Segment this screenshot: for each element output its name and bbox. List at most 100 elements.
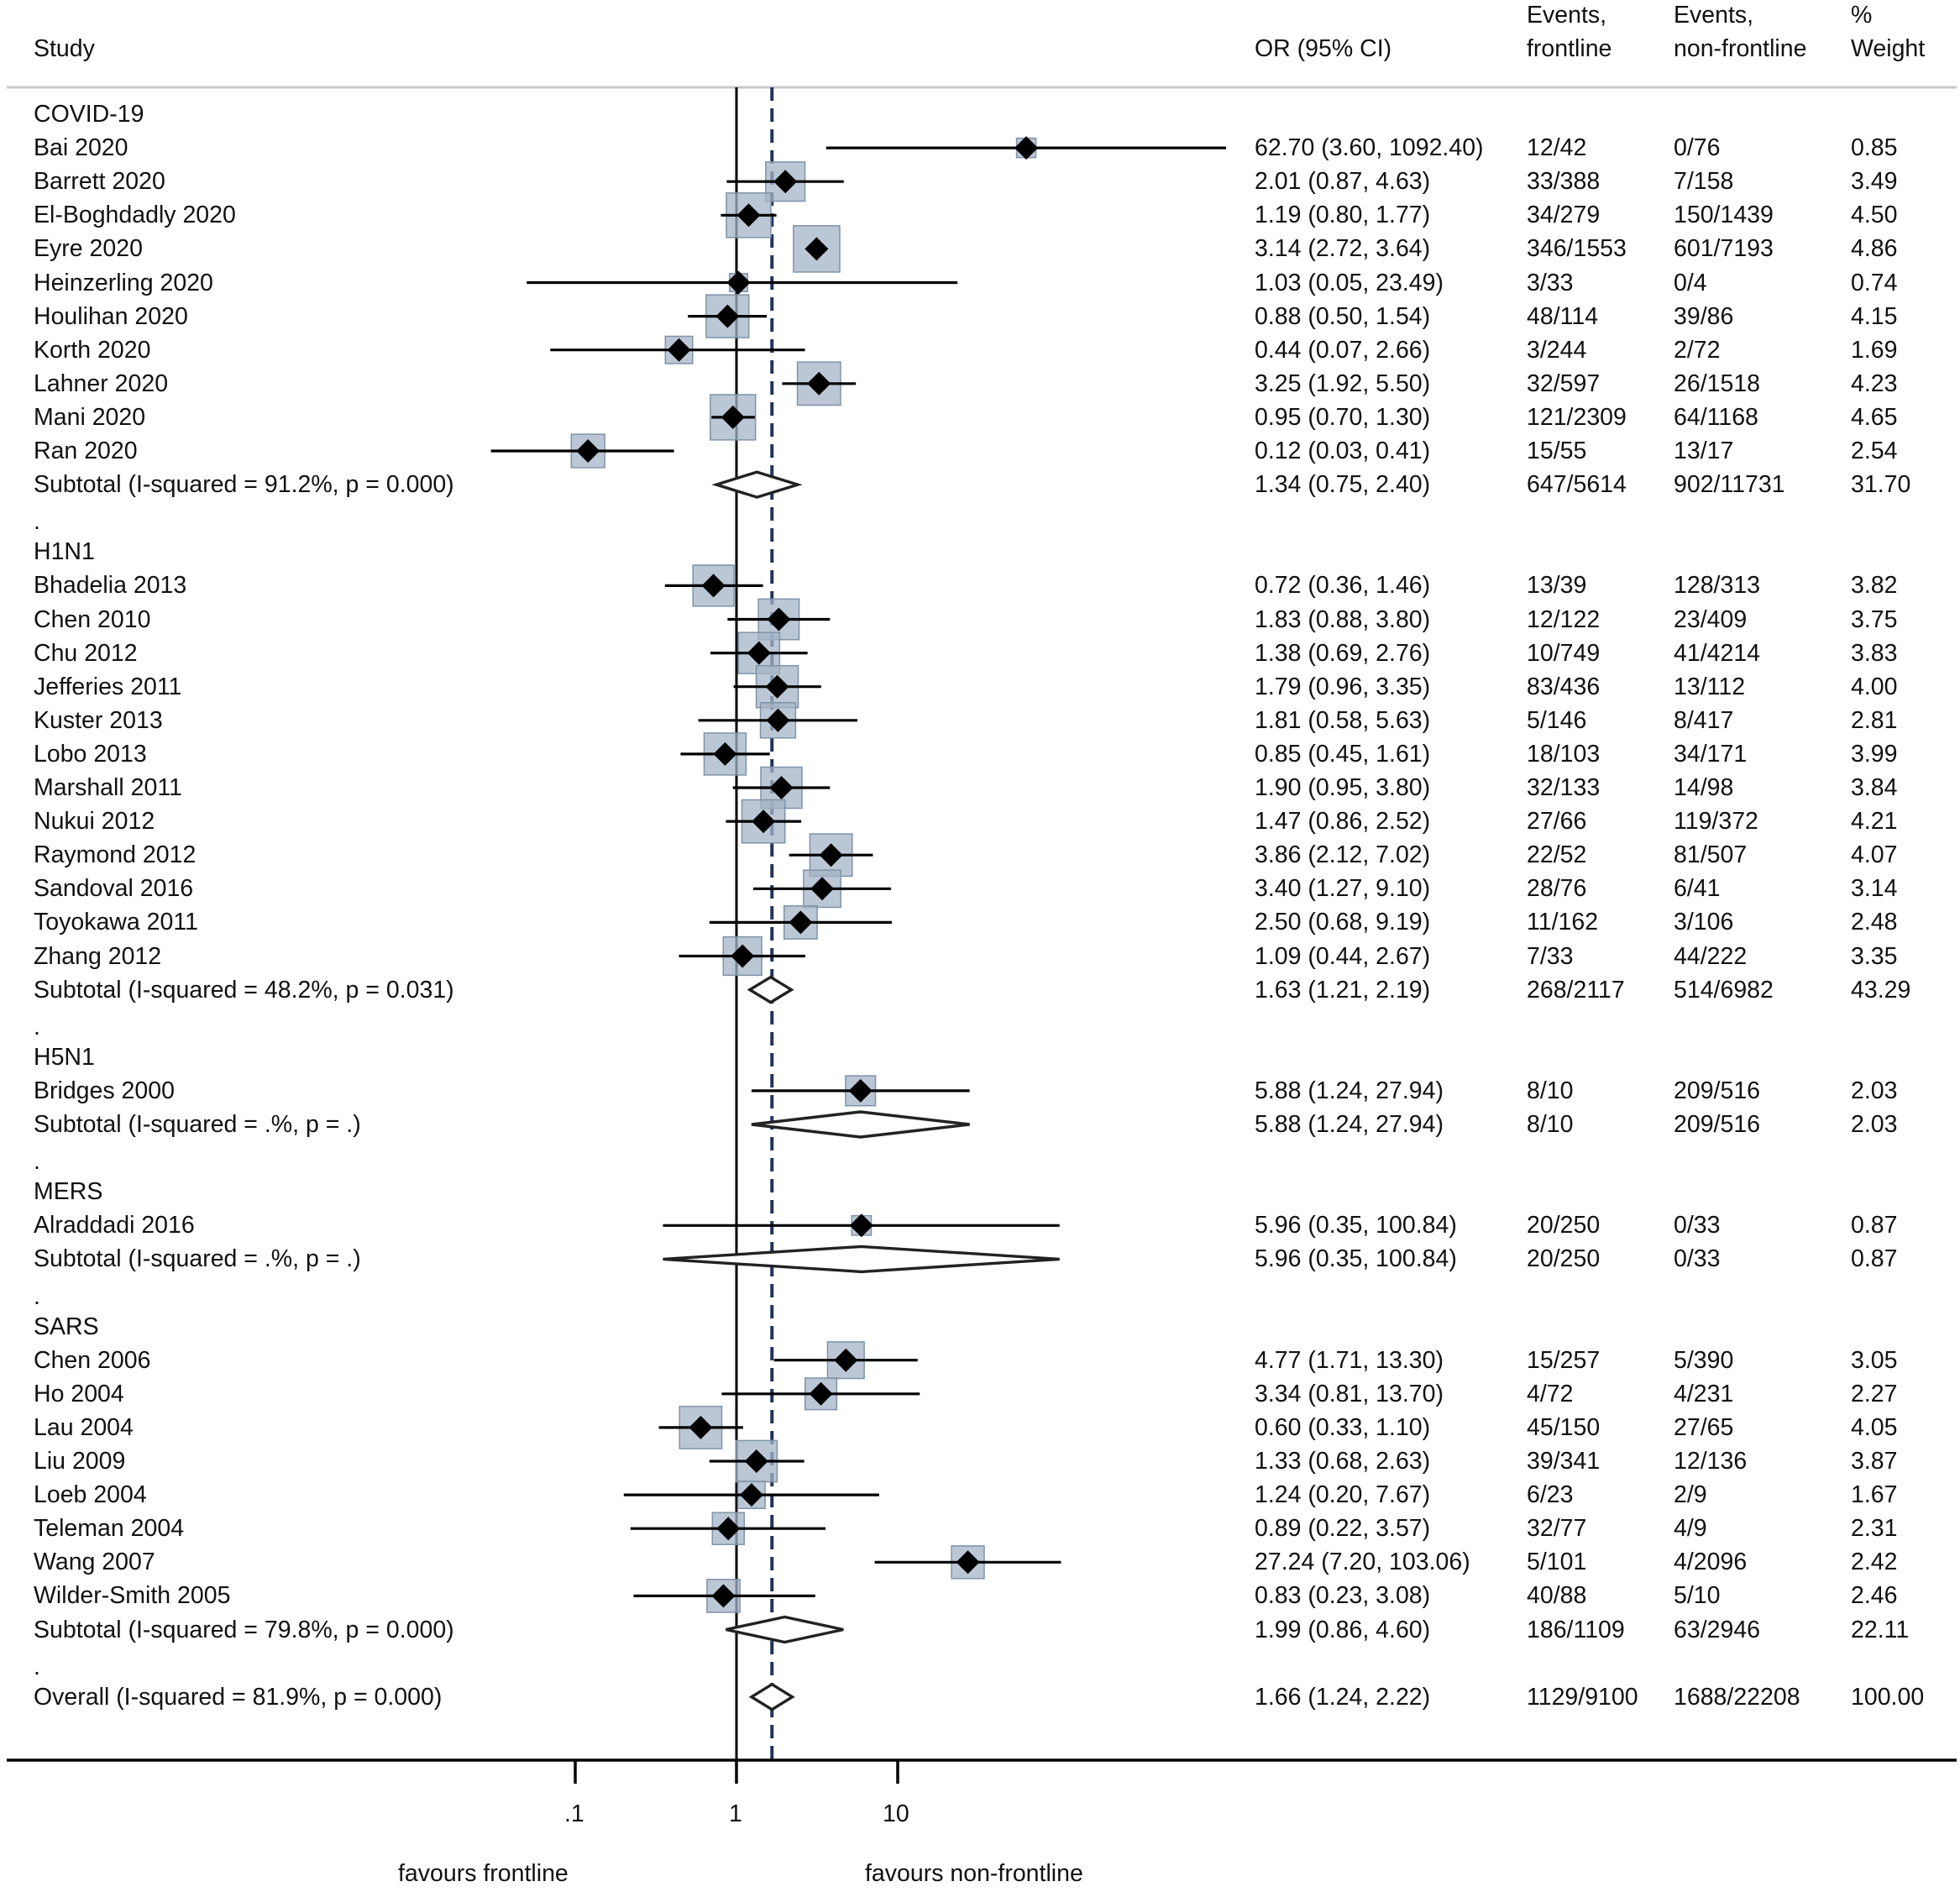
or-ci-text-subtotal-i-squared-p: 5.96 (0.35, 100.84) [1255,1245,1457,1272]
study-label-bridges-2000: Bridges 2000 [34,1077,175,1104]
events-nonfrontline-chu-2012: 41/4214 [1674,640,1760,667]
weight-wang-2007: 2.42 [1851,1549,1897,1575]
study-label-jefferies-2011: Jefferies 2011 [34,673,181,700]
axis-tick-label-1: 1 [729,1800,742,1827]
events-nonfrontline-chen-2006: 5/390 [1674,1347,1733,1374]
summary-diamond-subtotal-i-squared-79-8-p-0-000 [726,1617,843,1643]
weight-lahner-2020: 4.23 [1851,370,1897,397]
events-frontline-nukui-2012: 27/66 [1527,808,1586,835]
study-label-korth-2020: Korth 2020 [34,337,150,364]
weight-bai-2020: 0.85 [1851,134,1897,161]
events-frontline-chu-2012: 10/749 [1527,640,1600,667]
study-label-mani-2020: Mani 2020 [34,404,145,431]
events-nonfrontline-sandoval-2016: 6/41 [1674,875,1720,902]
summary-label-subtotal-i-squared-79-8-p-0-000: Subtotal (I-squared = 79.8%, p = 0.000) [34,1617,454,1643]
events-frontline-subtotal-i-squared-p: 20/250 [1527,1245,1600,1272]
or-ci-text-el-boghdadly-2020: 1.19 (0.80, 1.77) [1255,202,1430,228]
weight-chu-2012: 3.83 [1851,640,1897,667]
events-frontline-bhadelia-2013: 13/39 [1527,572,1586,599]
study-label-alraddadi-2016: Alraddadi 2016 [34,1212,195,1239]
or-ci-text-raymond-2012: 3.86 (2.12, 7.02) [1255,841,1430,868]
weight-lobo-2013: 3.99 [1851,741,1897,768]
events-nonfrontline-lau-2004: 27/65 [1674,1414,1733,1441]
events-frontline-teleman-2004: 32/77 [1527,1515,1586,1542]
study-label-bhadelia-2013: Bhadelia 2013 [34,572,186,599]
summary-diamond-subtotal-i-squared-p [752,1112,970,1137]
study-label-el-boghdadly-2020: El-Boghdadly 2020 [34,202,236,228]
weight-zhang-2012: 3.35 [1851,943,1897,970]
events-frontline-subtotal-i-squared-79-8-p-0-000: 186/1109 [1527,1617,1625,1643]
or-ci-text-ho-2004: 3.34 (0.81, 13.70) [1255,1381,1444,1407]
group-separator-dot: . [34,1148,40,1175]
events-nonfrontline-raymond-2012: 81/507 [1674,841,1747,868]
group-label-covid-19: COVID-19 [34,101,144,128]
study-label-sandoval-2016: Sandoval 2016 [34,875,193,902]
study-label-chu-2012: Chu 2012 [34,640,138,667]
study-label-marshall-2011: Marshall 2011 [34,774,182,801]
events-frontline-chen-2010: 12/122 [1527,606,1600,633]
events-frontline-heinzerling-2020: 3/33 [1527,270,1573,296]
events-frontline-wilder-smith-2005: 40/88 [1527,1582,1586,1609]
weight-bridges-2000: 2.03 [1851,1077,1897,1104]
or-ci-text-houlihan-2020: 0.88 (0.50, 1.54) [1255,303,1430,330]
events-nonfrontline-houlihan-2020: 39/86 [1674,303,1733,330]
summary-diamond-subtotal-i-squared-p [663,1246,1059,1271]
study-label-ho-2004: Ho 2004 [34,1381,124,1407]
axis-tick-label-0.1: .1 [564,1800,584,1827]
study-label-nukui-2012: Nukui 2012 [34,808,155,835]
or-ci-text-subtotal-i-squared-79-8-p-0-000: 1.99 (0.86, 4.60) [1255,1617,1430,1643]
weight-kuster-2013: 2.81 [1851,707,1897,734]
or-ci-text-wilder-smith-2005: 0.83 (0.23, 3.08) [1255,1582,1430,1609]
events-frontline-toyokawa-2011: 11/162 [1527,909,1598,936]
events-frontline-bai-2020: 12/42 [1527,134,1586,161]
or-ci-text-lahner-2020: 3.25 (1.92, 5.50) [1255,370,1430,397]
or-ci-text-eyre-2020: 3.14 (2.72, 3.64) [1255,235,1430,262]
events-nonfrontline-marshall-2011: 14/98 [1674,774,1733,801]
study-label-wilder-smith-2005: Wilder-Smith 2005 [34,1582,230,1609]
events-nonfrontline-wang-2007: 4/2096 [1674,1549,1747,1575]
events-frontline-subtotal-i-squared-p: 8/10 [1527,1111,1573,1138]
group-separator-dot: . [34,508,40,535]
group-label-mers: MERS [34,1178,102,1205]
or-ci-text-overall-i-squared-81-9-p-0-000: 1.66 (1.24, 2.22) [1255,1684,1430,1711]
or-ci-text-loeb-2004: 1.24 (0.20, 7.67) [1255,1481,1430,1508]
events-frontline-chen-2006: 15/257 [1527,1347,1600,1374]
weight-overall-i-squared-81-9-p-0-000: 100.00 [1851,1684,1924,1711]
summary-diamond-subtotal-i-squared-91-2-p-0-000 [716,472,798,497]
weight-lau-2004: 4.05 [1851,1414,1897,1441]
events-frontline-overall-i-squared-81-9-p-0-000: 1129/9100 [1527,1684,1638,1711]
events-nonfrontline-lobo-2013: 34/171 [1674,741,1747,768]
study-label-barrett-2020: Barrett 2020 [34,168,165,195]
study-label-ran-2020: Ran 2020 [34,438,138,464]
or-ci-text-subtotal-i-squared-91-2-p-0-000: 1.34 (0.75, 2.40) [1255,471,1430,498]
events-frontline-bridges-2000: 8/10 [1527,1077,1573,1104]
or-ci-text-teleman-2004: 0.89 (0.22, 3.57) [1255,1515,1430,1542]
summary-label-overall-i-squared-81-9-p-0-000: Overall (I-squared = 81.9%, p = 0.000) [34,1684,442,1711]
or-ci-text-korth-2020: 0.44 (0.07, 2.66) [1255,337,1430,364]
weight-el-boghdadly-2020: 4.50 [1851,202,1897,228]
weight-marshall-2011: 3.84 [1851,774,1897,801]
or-ci-text-chen-2010: 1.83 (0.88, 3.80) [1255,606,1430,633]
favours-frontline-label: favours frontline [398,1860,569,1887]
study-label-heinzerling-2020: Heinzerling 2020 [34,270,213,296]
group-label-h5n1: H5N1 [34,1044,95,1071]
weight-ran-2020: 2.54 [1851,438,1897,464]
events-nonfrontline-heinzerling-2020: 0/4 [1674,270,1707,296]
events-nonfrontline-kuster-2013: 8/417 [1674,707,1733,734]
events-frontline-houlihan-2020: 48/114 [1527,303,1598,330]
events-frontline-lau-2004: 45/150 [1527,1414,1600,1441]
study-label-bai-2020: Bai 2020 [34,134,128,161]
study-label-raymond-2012: Raymond 2012 [34,841,196,868]
or-ci-text-toyokawa-2011: 2.50 (0.68, 9.19) [1255,909,1430,936]
summary-label-subtotal-i-squared-48-2-p-0-031: Subtotal (I-squared = 48.2%, p = 0.031) [34,977,454,1004]
events-nonfrontline-subtotal-i-squared-91-2-p-0-000: 902/11731 [1674,471,1785,498]
weight-subtotal-i-squared-91-2-p-0-000: 31.70 [1851,471,1910,498]
events-nonfrontline-subtotal-i-squared-p: 0/33 [1674,1245,1720,1272]
or-ci-text-liu-2009: 1.33 (0.68, 2.63) [1255,1448,1430,1475]
or-ci-text-chen-2006: 4.77 (1.71, 13.30) [1255,1347,1444,1374]
weight-jefferies-2011: 4.00 [1851,673,1897,700]
study-label-lahner-2020: Lahner 2020 [34,370,168,397]
events-nonfrontline-lahner-2020: 26/1518 [1674,370,1760,397]
weight-barrett-2020: 3.49 [1851,168,1897,195]
events-frontline-korth-2020: 3/244 [1527,337,1586,364]
